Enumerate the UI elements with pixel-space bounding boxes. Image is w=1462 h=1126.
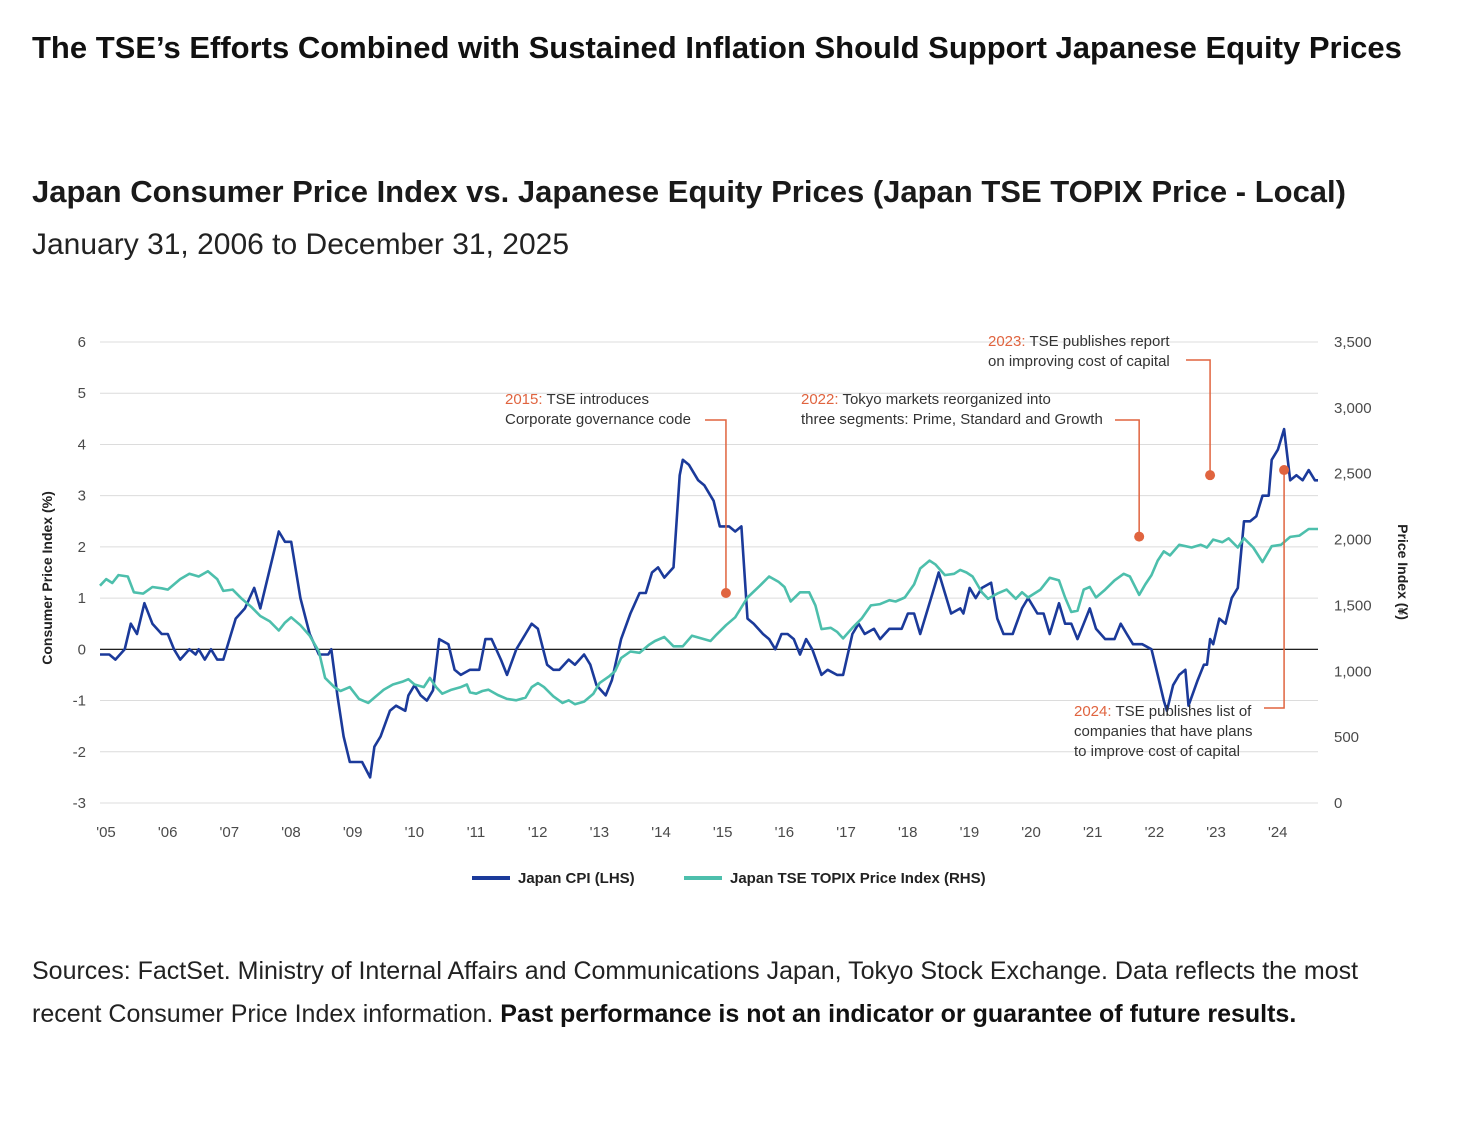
x-tick-label: '17 [836,824,856,841]
y-left-tick-label: 2 [78,539,86,556]
annotation-leader-line [1186,359,1211,476]
y-right-tick-label: 2,000 [1334,532,1372,549]
annotation-layer: 2015: TSE introduces Corporate governance… [505,333,1290,760]
x-tick-label: '20 [1021,824,1041,841]
annotation-marker [1205,470,1216,481]
legend-topix-label: Japan TSE TOPIX Price Index (RHS) [730,870,986,887]
y-right-tick-label: 500 [1334,729,1359,746]
x-tick-label: '14 [651,824,671,841]
y-left-tick-label: 4 [78,436,86,453]
x-tick-label: '23 [1206,824,1226,841]
y-left-tick-label: 5 [78,385,86,402]
y-left-tick-label: 1 [78,590,86,607]
x-tick-label: '07 [220,824,240,841]
annotation-leader-line [705,419,727,593]
y-left-tick-label: 6 [78,334,86,351]
annotation-text: to improve cost of capital [1074,743,1240,760]
sources-note: Sources: FactSet. Ministry of Internal A… [32,950,1432,1036]
chart-title: Japan Consumer Price Index vs. Japanese … [32,174,1346,209]
annotation-text: 2015: TSE introduces [505,391,649,408]
annotation-text: 2022: Tokyo markets reorganized into [801,391,1051,408]
topix-series-line [99,527,1318,706]
annotation-marker [720,587,731,598]
cpi-series-line [100,427,1318,779]
x-tick-label: '09 [343,824,363,841]
y-left-tick-label: -2 [73,744,86,761]
sources-disclaimer: Past performance is not an indicator or … [500,1000,1297,1028]
x-tick-label: '22 [1145,824,1165,841]
annotation-leader-line [1264,470,1285,709]
y-right-tick-label: 1,000 [1334,663,1372,680]
grid-layer [100,341,1318,804]
legend: Japan CPI (LHS) Japan TSE TOPIX Price In… [472,870,986,887]
axis-layer: 6 5 4 3 2 1 0 -1 -2 -3 3,500 3,000 2,500 2,000 1,500 1,… [73,334,1372,841]
x-tick-label: '18 [898,824,918,841]
annotation-text: 2024: TSE publishes list of [1074,703,1252,720]
x-tick-label: '08 [281,824,301,841]
annotation-text: three segments: Prime, Standard and Grow… [801,411,1103,428]
x-tick-label: '15 [713,824,733,841]
y-right-tick-label: 3,000 [1334,400,1372,417]
annotation-text: Corporate governance code [505,411,691,428]
y-right-axis-label: Price Index (¥) [1395,524,1411,620]
x-tick-label: '05 [96,824,116,841]
x-tick-label: '12 [528,824,548,841]
x-tick-label: '13 [590,824,610,841]
y-left-tick-label: -3 [73,795,86,812]
annotation-text: companies that have plans [1074,723,1252,740]
legend-cpi-label: Japan CPI (LHS) [518,870,635,887]
sources-text: Sources: FactSet. Ministry of Internal A… [32,957,1359,1028]
cpi-vs-topix-chart: 2015: TSE introduces Corporate governance… [39,333,1411,887]
y-left-tick-label: 3 [78,488,86,505]
annotation-text: 2023: TSE publishes report [988,333,1170,350]
x-tick-label: '11 [467,824,485,841]
x-tick-label: '16 [775,824,795,841]
annotation-text: on improving cost of capital [988,353,1170,370]
x-tick-label: '19 [960,824,980,841]
y-left-axis-label: Consumer Price Index (%) [39,491,55,665]
annotation-marker [1134,531,1145,542]
y-right-tick-label: 0 [1334,795,1342,812]
y-right-tick-label: 2,500 [1334,466,1372,483]
y-left-tick-label: 0 [78,641,86,658]
annotation-marker [1279,465,1290,476]
annotation-leader-line [1115,419,1140,537]
x-tick-label: '10 [405,824,425,841]
y-right-tick-label: 3,500 [1334,334,1372,351]
x-tick-label: '06 [158,824,178,841]
chart-subtitle: January 31, 2006 to December 31, 2025 [32,228,570,261]
headline: The TSE’s Efforts Combined with Sustaine… [32,30,1402,65]
x-tick-label: '21 [1083,824,1103,841]
x-tick-label: '24 [1268,824,1288,841]
series-layer [99,427,1318,779]
y-left-tick-label: -1 [73,693,86,710]
y-right-tick-label: 1,500 [1334,597,1372,614]
